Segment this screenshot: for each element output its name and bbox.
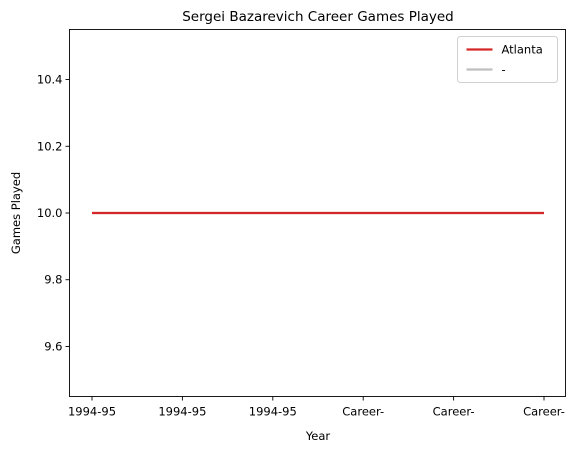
y-axis-ticks: 9.6 9.8 10.0 10.2 10.4 [37,73,70,353]
x-tick-label: Career- [342,405,384,419]
y-tick-label: 10.0 [37,206,63,220]
y-tick-label: 9.6 [44,339,62,353]
y-axis-label: Games Played [9,172,23,254]
x-tick-label: 1994-95 [68,405,116,419]
legend-label-0: Atlanta [502,43,543,57]
x-axis-label: Year [305,429,331,443]
y-tick-label: 10.2 [37,139,63,153]
x-tick-label: Career- [523,405,565,419]
legend-label-1: - [502,63,506,77]
y-tick-label: 9.8 [44,273,62,287]
x-tick-label: 1994-95 [158,405,206,419]
x-axis-ticks: 1994-95 1994-95 1994-95 Career- Career- Caree… [68,396,565,419]
y-tick-label: 10.4 [37,73,63,87]
legend-box [457,36,558,83]
x-tick-label: 1994-95 [249,405,297,419]
chart-title: Sergei Bazarevich Career Games Played [182,9,454,25]
x-tick-label: Career- [433,405,475,419]
legend: Atlanta - [457,36,558,83]
